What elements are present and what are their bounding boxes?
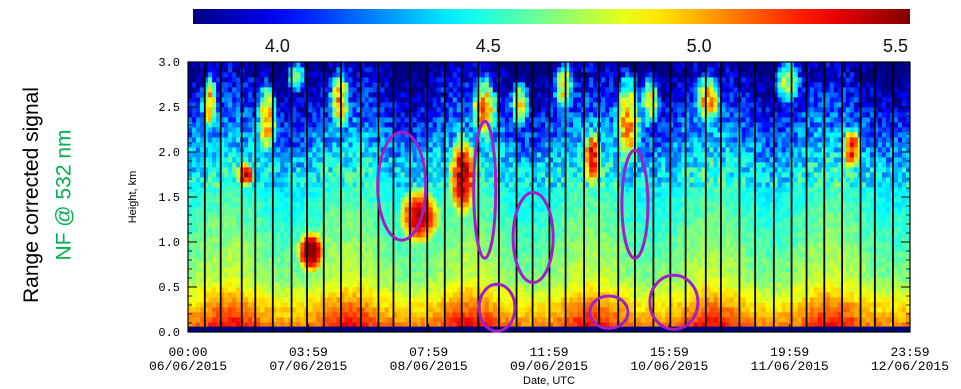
y-tick-label: 2.5 <box>158 101 180 115</box>
highlight-ellipse <box>588 294 630 330</box>
x-tick-date: 07/06/2015 <box>269 359 347 374</box>
x-tick-time: 11:59 <box>529 345 568 360</box>
colorbar <box>193 9 910 24</box>
y-tick-label: 3.0 <box>158 56 180 70</box>
colorbar-tick-label: 4.0 <box>265 36 290 56</box>
highlight-ellipse <box>620 148 650 260</box>
x-tick-date: 08/06/2015 <box>390 359 468 374</box>
x-tick-time: 15:59 <box>650 345 689 360</box>
highlight-ellipse <box>376 130 428 242</box>
highlight-ellipse <box>472 119 498 260</box>
x-tick-time: 00:00 <box>168 345 207 360</box>
x-tick-date: 12/06/2015 <box>871 359 949 374</box>
colorbar-tick-label: 5.5 <box>883 36 908 56</box>
y-tick-label: 0.0 <box>158 326 180 340</box>
x-tick-time: 23:59 <box>890 345 929 360</box>
y-axis-label: Height, km <box>127 171 139 224</box>
colorbar-tick-label: 5.0 <box>687 36 712 56</box>
highlight-ellipse <box>511 191 555 284</box>
data-gaps <box>203 62 894 332</box>
colorbar-tick-label: 4.5 <box>476 36 501 56</box>
highlight-ellipse <box>648 273 700 331</box>
x-axis-label: Date, UTC <box>523 375 575 387</box>
x-tick-time: 07:59 <box>409 345 448 360</box>
x-tick-date: 10/06/2015 <box>630 359 708 374</box>
x-tick-time: 03:59 <box>289 345 328 360</box>
x-tick-time: 19:59 <box>770 345 809 360</box>
x-tick-date: 11/06/2015 <box>751 359 829 374</box>
y-tick-label: 1.5 <box>158 191 180 205</box>
x-tick-date: 06/06/2015 <box>149 359 227 374</box>
x-tick-date: 09/06/2015 <box>510 359 588 374</box>
y-tick-label: 2.0 <box>158 146 180 160</box>
y-tick-label: 0.5 <box>158 281 180 295</box>
highlight-ellipse <box>477 282 517 333</box>
y-tick-label: 1.0 <box>158 236 180 250</box>
